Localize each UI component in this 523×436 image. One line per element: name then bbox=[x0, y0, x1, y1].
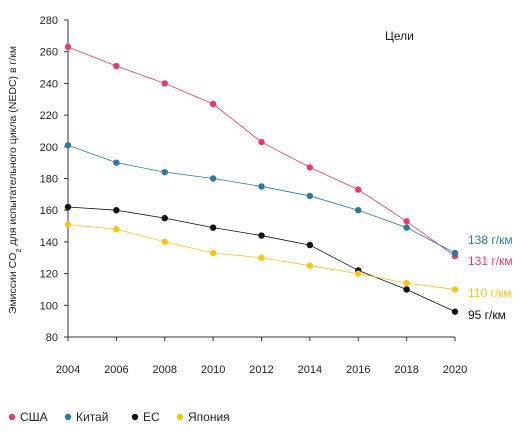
y-tick-label: 280 bbox=[40, 15, 58, 27]
data-point bbox=[403, 218, 410, 225]
legend-label-0: США bbox=[20, 410, 48, 424]
data-point bbox=[355, 186, 362, 193]
y-axis-label: Эмиссии CO2 для испытательного цикла (NE… bbox=[7, 46, 23, 314]
tick-labels: 80 100 120 140 160 180 200 220 240 260 280 2004 2006… bbox=[40, 15, 468, 376]
y-tick-label: 180 bbox=[40, 174, 58, 186]
data-point bbox=[451, 308, 459, 315]
data-point bbox=[161, 214, 168, 222]
y-axis-title-part: для испытательного цикла (NEDC) в г/км bbox=[7, 46, 19, 248]
data-point bbox=[306, 262, 314, 269]
data-point bbox=[113, 207, 120, 214]
x-tick-label: 2006 bbox=[104, 364, 128, 376]
target-label-3: 110 г/км bbox=[468, 286, 512, 300]
y-tick-label: 80 bbox=[46, 332, 58, 344]
data-point bbox=[161, 168, 168, 176]
data-point bbox=[306, 241, 314, 249]
data-point bbox=[209, 224, 217, 231]
legend-marker-1 bbox=[64, 413, 72, 421]
data-point bbox=[113, 226, 120, 233]
data-point bbox=[209, 175, 217, 182]
y-tick-label: 240 bbox=[40, 78, 58, 90]
data-point bbox=[451, 249, 459, 257]
legend-marker-0 bbox=[8, 413, 16, 421]
y-tick-label: 220 bbox=[40, 110, 58, 122]
x-tick-label: 2012 bbox=[249, 364, 273, 376]
data-point bbox=[113, 62, 120, 70]
data-point bbox=[451, 286, 459, 293]
legend-label-3: Япония bbox=[188, 410, 230, 424]
y-axis-title-part: Эмиссии CO bbox=[7, 253, 19, 314]
x-tick-label: 2020 bbox=[443, 364, 467, 376]
data-point bbox=[258, 138, 265, 146]
series-points bbox=[64, 43, 459, 315]
y-tick-label: 260 bbox=[40, 47, 58, 59]
x-tick-label: 2018 bbox=[394, 364, 418, 376]
data-point bbox=[161, 80, 168, 87]
y-axis-title: Эмиссии CO2 для испытательного цикла (NE… bbox=[7, 46, 23, 314]
data-point bbox=[209, 100, 217, 108]
x-tick-label: 2014 bbox=[298, 364, 322, 376]
x-tick-label: 2016 bbox=[346, 364, 370, 376]
data-point bbox=[64, 221, 72, 228]
data-point bbox=[306, 164, 314, 171]
data-point bbox=[403, 286, 410, 293]
data-point bbox=[258, 232, 265, 239]
legend-label-2: ЕС bbox=[143, 410, 160, 424]
axes bbox=[64, 19, 456, 341]
data-point bbox=[64, 43, 72, 51]
y-tick-label: 160 bbox=[40, 205, 58, 217]
series-line-0 bbox=[67, 46, 456, 257]
x-tick-label: 2004 bbox=[56, 364, 80, 376]
legend-label-1: Китай bbox=[76, 410, 108, 424]
data-point bbox=[161, 238, 168, 246]
data-point bbox=[64, 203, 72, 211]
y-tick-label: 100 bbox=[40, 300, 58, 312]
target-label-1: 138 г/км bbox=[468, 233, 513, 247]
legend-marker-2 bbox=[131, 413, 139, 421]
target-annotations: 131 г/км 138 г/км 95 г/км 110 г/км bbox=[468, 233, 513, 322]
target-label-0: 131 г/км bbox=[468, 254, 513, 268]
data-point bbox=[113, 159, 120, 166]
y-tick-label: 120 bbox=[40, 269, 58, 281]
goals-label: Цели bbox=[385, 29, 414, 43]
y-tick-label: 200 bbox=[40, 142, 58, 154]
legend-marker-3 bbox=[176, 413, 184, 421]
y-axis-title-subscript: 2 bbox=[14, 248, 23, 252]
data-point bbox=[64, 142, 72, 149]
x-tick-label: 2008 bbox=[153, 364, 177, 376]
x-tick-label: 2010 bbox=[201, 364, 225, 376]
series-lines bbox=[67, 46, 456, 313]
data-point bbox=[355, 270, 362, 277]
data-point bbox=[258, 183, 265, 190]
target-label-2: 95 г/км bbox=[468, 308, 506, 322]
y-tick-label: 140 bbox=[40, 237, 58, 249]
legend: США Китай ЕС Япония bbox=[8, 410, 230, 424]
data-point bbox=[209, 249, 217, 257]
data-point bbox=[403, 224, 410, 231]
data-point bbox=[355, 207, 362, 214]
data-point bbox=[403, 279, 410, 287]
data-point bbox=[306, 192, 314, 200]
data-point bbox=[258, 254, 265, 261]
